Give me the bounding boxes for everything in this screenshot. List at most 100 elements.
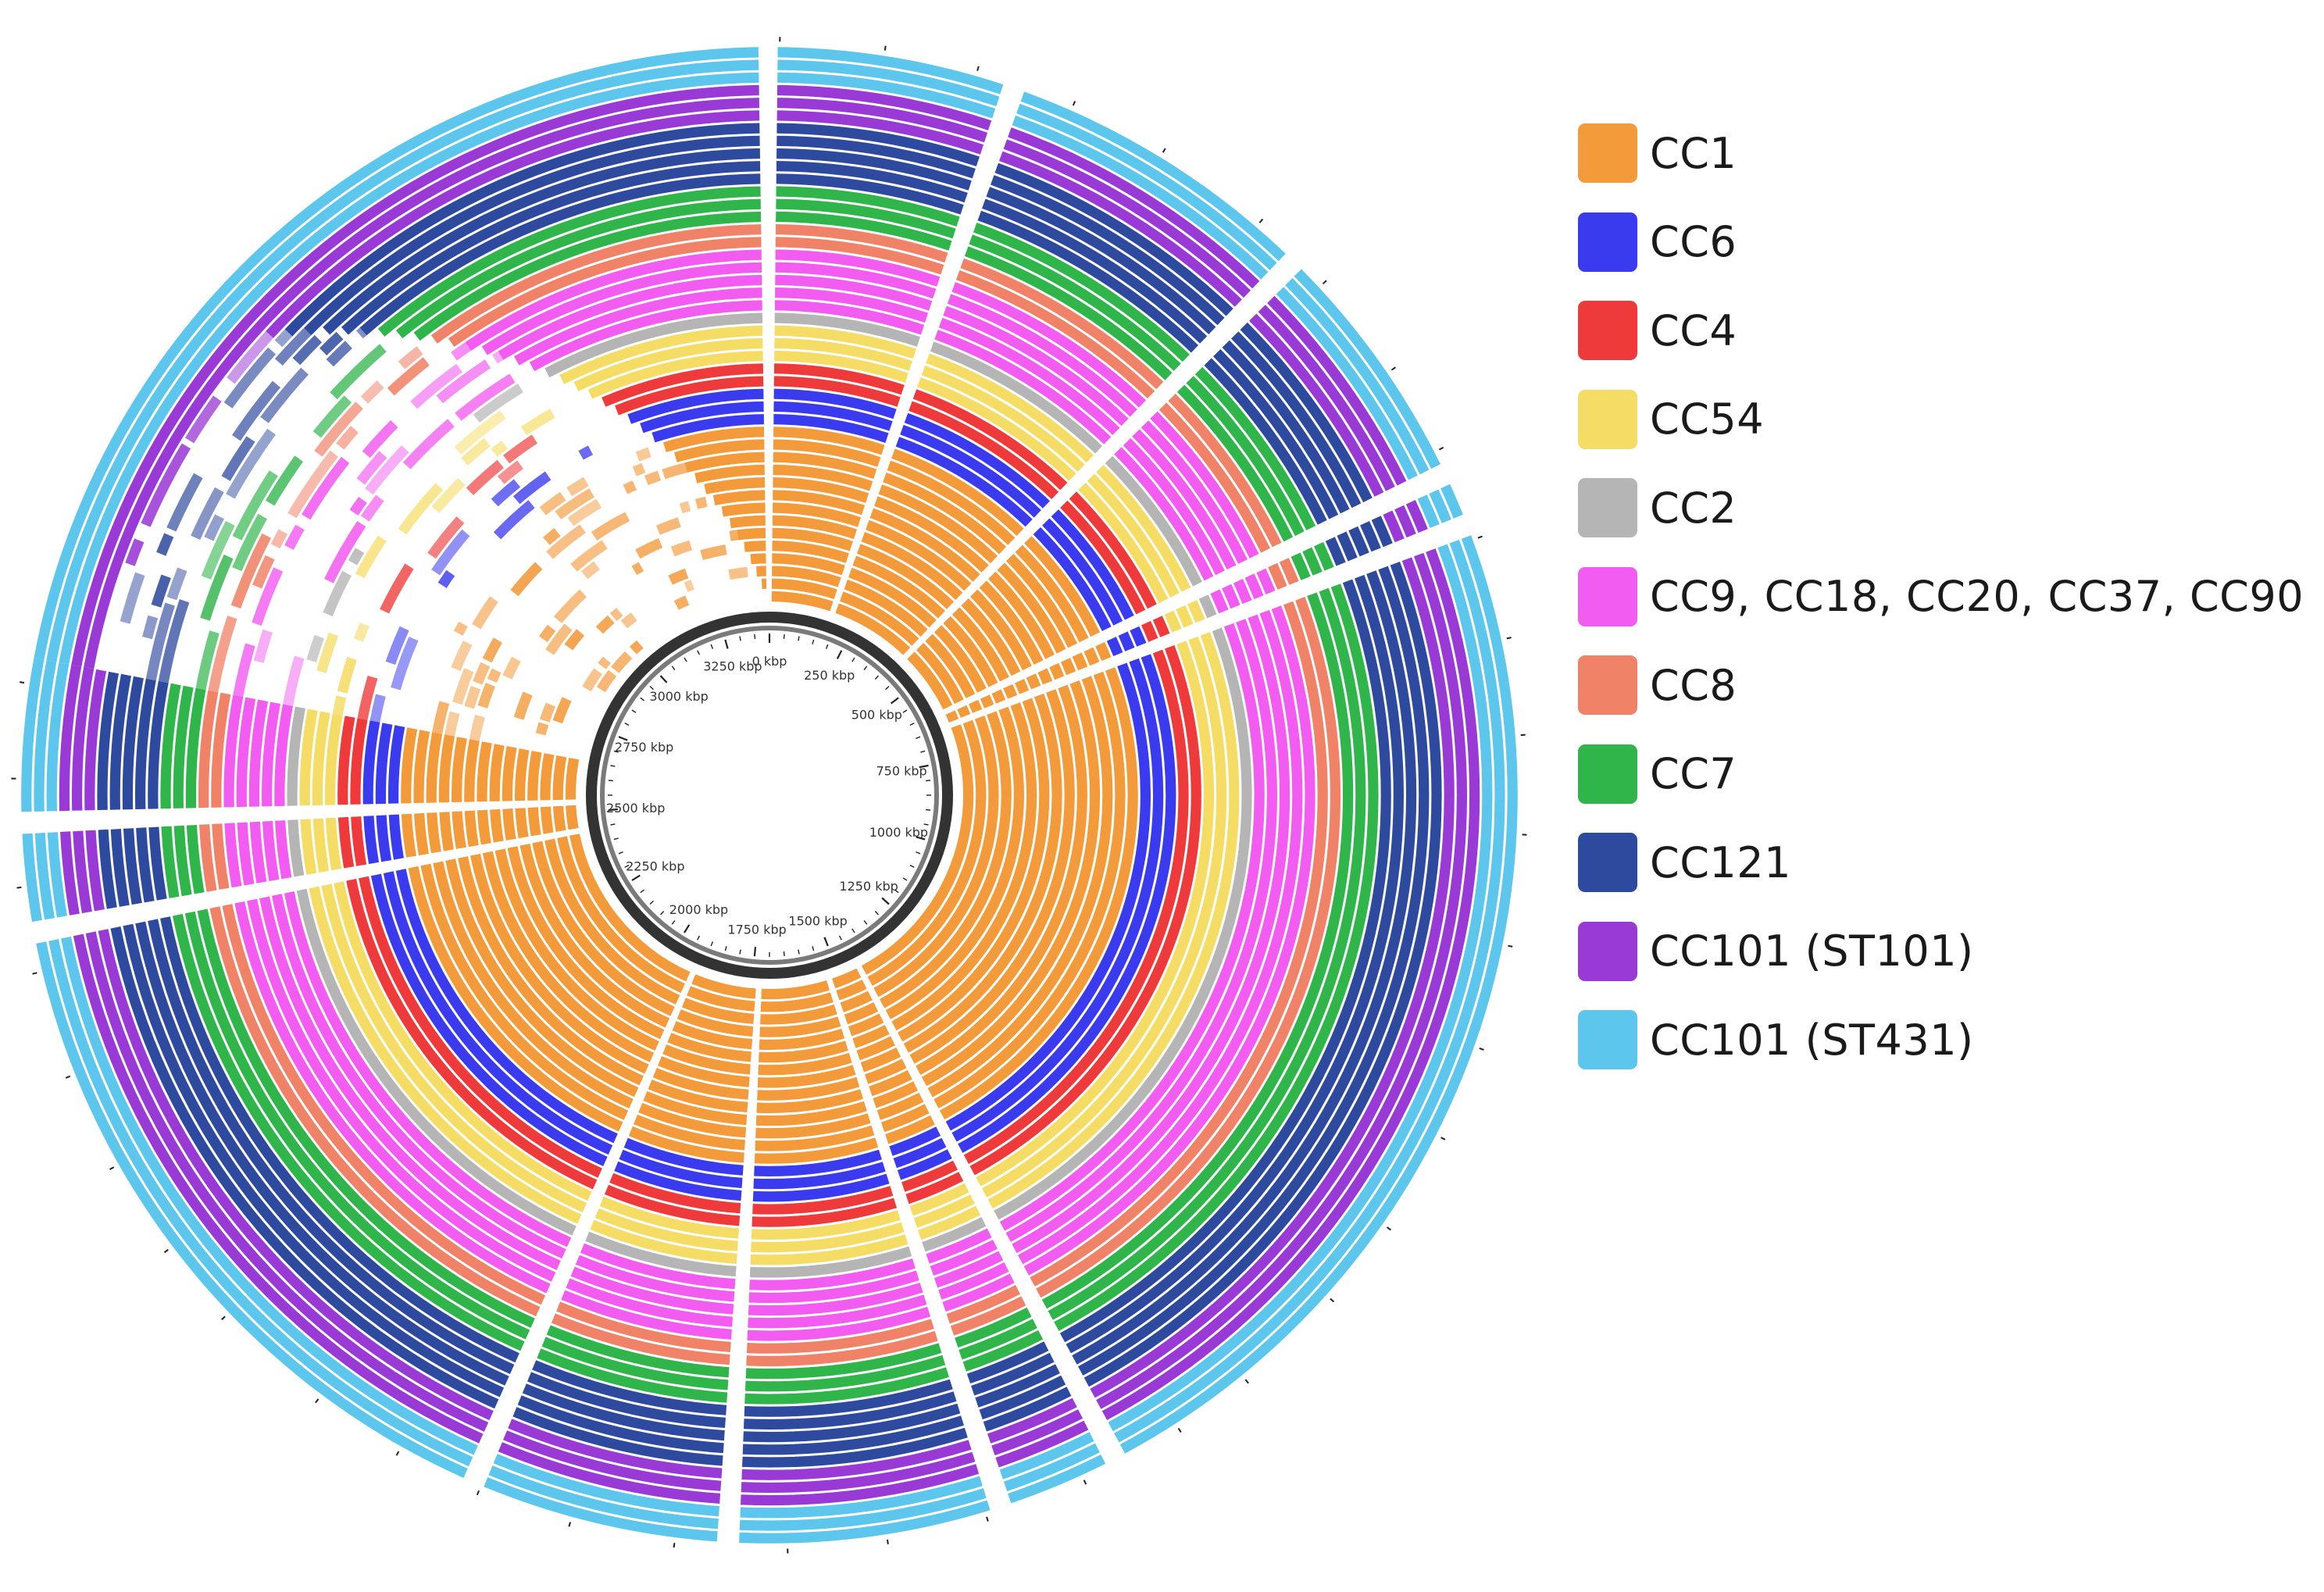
- ring-segment: [772, 527, 853, 551]
- ring-segment: [350, 718, 368, 805]
- outer-marker: [1322, 280, 1327, 284]
- ring-segment: [85, 830, 105, 912]
- axis-tick: [631, 709, 637, 713]
- outer-marker: [986, 1516, 989, 1522]
- axis-tick: [902, 877, 908, 881]
- ring-segment: [491, 479, 521, 507]
- ring-segment: [252, 567, 284, 626]
- ring-segment: [453, 621, 468, 636]
- ring-segment: [901, 1160, 958, 1192]
- legend-label: CC7: [1650, 749, 1737, 798]
- ring-segment: [515, 808, 529, 839]
- axis-tick: [902, 709, 908, 713]
- axis-tick: [649, 685, 654, 691]
- ring-segment: [522, 1383, 725, 1441]
- ring-segment: [553, 805, 566, 832]
- ring-segment: [668, 568, 689, 585]
- ring-segment: [694, 496, 708, 509]
- ring-segment: [758, 1052, 852, 1076]
- ring-segment: [512, 471, 552, 505]
- ring-segment: [1429, 489, 1451, 523]
- ring-segment: [909, 689, 1075, 1064]
- ring-segment: [1279, 558, 1299, 585]
- ring-segment: [120, 572, 145, 624]
- ring-segment: [191, 487, 224, 540]
- ring-segment: [776, 173, 964, 215]
- ring-segment: [325, 817, 342, 871]
- ring-segment: [943, 305, 1129, 427]
- ring-segment: [774, 325, 916, 359]
- ring-segment: [969, 234, 1181, 371]
- backbone-inner-ring: [600, 626, 939, 965]
- axis-tick: [838, 935, 842, 941]
- ring-track-cc1: [464, 490, 1075, 1101]
- ring-segment: [1187, 600, 1205, 623]
- ring-segment: [570, 1266, 734, 1315]
- outer-marker: [1072, 101, 1076, 106]
- ring-segment: [999, 1432, 1094, 1480]
- ring-segment: [945, 710, 959, 723]
- ring-segment: [520, 409, 555, 436]
- ring-segment: [970, 589, 1032, 671]
- ring-segment: [513, 691, 533, 720]
- legend-item: CC4: [1578, 301, 2312, 360]
- ring-segment: [1233, 579, 1252, 605]
- axis-tick-label: 500 kbp: [851, 707, 902, 722]
- ring-segment: [426, 732, 443, 803]
- ring-segment: [638, 1102, 747, 1138]
- ring-segment: [938, 317, 1120, 435]
- axis-tick: [610, 823, 616, 826]
- ring-segment: [955, 1307, 1032, 1348]
- ring-segment: [658, 1056, 750, 1087]
- ring-segment: [776, 186, 960, 227]
- ring-segment: [1087, 473, 1180, 598]
- ring-segment: [672, 1021, 753, 1050]
- ring-track-cc9: [262, 287, 1277, 1304]
- ring-segment: [136, 827, 155, 903]
- ring-segment: [751, 1198, 897, 1227]
- legend-swatch: [1578, 123, 1637, 183]
- ring-segment: [1256, 568, 1276, 594]
- ring-segment: [283, 655, 305, 706]
- ring-segment: [587, 351, 763, 399]
- ring-segment: [1268, 562, 1287, 590]
- ring-segment: [1222, 340, 1350, 514]
- outer-marker: [568, 1522, 571, 1527]
- ring-segment: [772, 515, 857, 540]
- ring-segment: [503, 1430, 722, 1491]
- legend-item: CC2: [1578, 478, 2312, 537]
- axis-tick: [618, 736, 628, 741]
- ring-segment: [777, 59, 1000, 107]
- ring-segment: [751, 1222, 905, 1253]
- ring-track-cc121: [109, 135, 1430, 1455]
- ring-segment: [351, 816, 367, 866]
- ring-segment: [585, 1231, 737, 1277]
- ring-segment: [964, 246, 1173, 380]
- ring-segment: [1440, 484, 1463, 519]
- ring-segment: [746, 1330, 938, 1367]
- ring-segment: [874, 496, 989, 573]
- ring-segment: [503, 434, 537, 464]
- ring-segment: [262, 701, 280, 807]
- ring-segment: [208, 616, 237, 693]
- ring-segment: [628, 1126, 744, 1163]
- ring-segment: [776, 123, 980, 166]
- ring-segment: [1168, 394, 1282, 548]
- ring-segment: [544, 838, 680, 1005]
- ring-segment: [737, 527, 766, 541]
- ring-segment: [1015, 544, 1089, 643]
- ring-segment: [451, 737, 467, 802]
- ring-segment: [748, 1294, 927, 1329]
- ring-segment: [880, 711, 1012, 1008]
- axis-tick: [710, 941, 714, 947]
- ring-segment: [773, 452, 877, 480]
- ring-segment: [356, 451, 387, 485]
- ring-segment: [414, 812, 429, 856]
- ring-segment: [913, 1194, 975, 1228]
- axis-tick: [923, 823, 929, 826]
- legend-swatch: [1578, 389, 1637, 449]
- axis-tick-label: 1750 kbp: [727, 922, 786, 937]
- ring-segment: [233, 643, 255, 698]
- outer-marker: [1162, 148, 1166, 153]
- ring-segment: [773, 477, 869, 503]
